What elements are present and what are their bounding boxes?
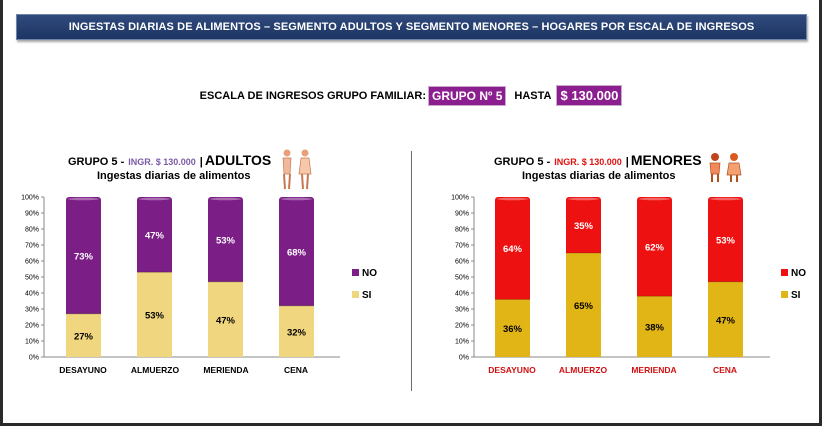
adultos-title-segment: ADULTOS: [204, 152, 272, 168]
y-tick-label: 20%: [25, 323, 39, 330]
adultos-chart: 0% 10% 20% 30% 40% 50% 60% 70% 80% 90% 100% 73% 27% D…: [21, 195, 377, 376]
y-tick-label: 50%: [25, 275, 39, 282]
adultos-chart-subtitle: Ingestas diarias de alimentos: [97, 170, 251, 182]
menores-title-segment: MENORES: [630, 152, 702, 168]
adultos-title-separator: |: [199, 156, 203, 168]
menores-chart-subtitle: Ingestas diarias de alimentos: [522, 170, 676, 182]
adultos-legend-swatch-si: [352, 291, 359, 298]
income-scale-label: ESCALA DE INGRESOS GRUPO FAMILIAR:: [199, 89, 426, 102]
page-banner: INGESTAS DIARIAS DE ALIMENTOS – SEGMENTO…: [16, 14, 807, 40]
income-scale-line: ESCALA DE INGRESOS GRUPO FAMILIAR: GRUPO…: [0, 85, 822, 106]
adultos-category-almuerzo: ALMUERZO: [131, 365, 180, 375]
adultos-label-no-cena: 68%: [287, 247, 307, 258]
amount-badge: $ 130.000: [556, 85, 623, 106]
adultos-bar-si-desayuno: [66, 313, 101, 357]
y-tick-label: 100%: [21, 195, 39, 202]
adultos-legend-label-no: NO: [362, 268, 377, 279]
adultos-legend-label-si: SI: [362, 290, 372, 301]
adultos-bar-no-almuerzo: [137, 197, 172, 277]
adultos-label-no-desayuno: 73%: [74, 251, 94, 262]
adults-figure-icon: [282, 149, 312, 190]
adultos-label-si-almuerzo: 53%: [145, 311, 165, 322]
bar-cap-highlight: [139, 197, 170, 201]
menores-title-ingr: INGR. $ 130.000: [554, 157, 622, 167]
banner-title: INGESTAS DIARIAS DE ALIMENTOS – SEGMENTO…: [68, 21, 755, 33]
y-tick-label: 90%: [25, 211, 39, 218]
adultos-bar-no-cena: [279, 197, 314, 310]
adultos-category-desayuno: DESAYUNO: [59, 365, 107, 375]
y-tick-label: 40%: [25, 291, 39, 298]
group-badge: GRUPO Nº 5: [428, 85, 507, 106]
y-tick-label: 70%: [25, 243, 39, 250]
y-tick-label: 0%: [29, 355, 39, 362]
adultos-label-no-almuerzo: 47%: [145, 231, 165, 242]
adultos-bar-si-cena: [279, 305, 314, 357]
y-tick-label: 60%: [25, 259, 39, 266]
adultos-category-cena: CENA: [284, 365, 308, 375]
adultos-bar-si-merienda: [208, 281, 243, 357]
adultos-label-si-cena: 32%: [287, 327, 307, 338]
adultos-chart-title: GRUPO 5 - INGR. $ 130.000 | ADULTOS: [68, 152, 271, 168]
adultos-label-no-merienda: 53%: [216, 235, 236, 246]
menores-chart-title: GRUPO 5 - INGR. $ 130.000 | MENORES: [494, 152, 702, 168]
hasta-label: HASTA: [514, 89, 552, 102]
bar-cap-highlight: [68, 197, 99, 201]
adultos-label-si-desayuno: 27%: [74, 331, 94, 342]
y-tick-label: 10%: [25, 339, 39, 346]
panel-divider: [411, 151, 412, 391]
adultos-title-ingr: INGR. $ 130.000: [128, 157, 196, 167]
adultos-category-merienda: MERIENDA: [203, 365, 248, 375]
bar-cap-highlight: [210, 197, 241, 201]
adultos-bar-no-merienda: [208, 197, 243, 286]
bar-cap-highlight: [281, 197, 312, 201]
children-figure-icon: [709, 153, 742, 182]
menores-title-group: GRUPO 5 -: [494, 156, 551, 168]
adultos-bar-si-almuerzo: [137, 272, 172, 357]
menores-title-separator: |: [625, 156, 629, 168]
y-tick-label: 80%: [25, 227, 39, 234]
adultos-bar-no-desayuno: [66, 197, 101, 318]
adultos-label-si-merienda: 47%: [216, 315, 236, 326]
adultos-title-group: GRUPO 5 -: [68, 156, 125, 168]
adultos-legend-swatch-no: [352, 269, 359, 276]
y-tick-label: 30%: [25, 307, 39, 314]
